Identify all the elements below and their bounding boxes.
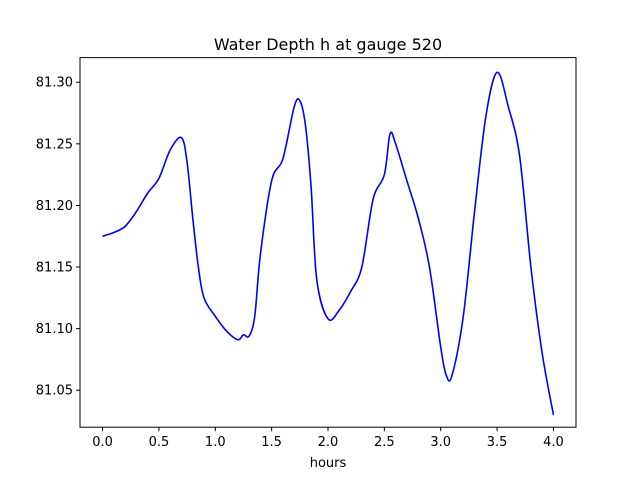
plot-background (80, 57, 576, 428)
x-tick-label: 3.0 (430, 435, 451, 450)
series-layer (102, 71, 555, 416)
chart-title: Water Depth h at gauge 520 (214, 35, 442, 54)
y-tick-label: 81.25 (36, 137, 73, 152)
y-tick-label: 81.10 (36, 322, 73, 337)
y-axis-ticks: 81.05 81.10 81.15 81.20 81.25 81.30 (36, 76, 80, 399)
x-tick-label: 4.0 (543, 435, 564, 450)
x-axis-label: hours (310, 456, 347, 471)
x-tick-label: 1.0 (205, 435, 226, 450)
x-tick-label: 0.0 (92, 435, 113, 450)
y-tick-label: 81.05 (36, 384, 73, 399)
y-tick-label: 81.20 (36, 199, 73, 214)
x-tick-label: 1.5 (261, 435, 282, 450)
series-line-0 (102, 71, 555, 416)
x-axis-ticks: 0.0 0.5 1.0 1.5 2.0 2.5 3.0 3.5 4.0 (92, 427, 564, 450)
y-tick-label: 81.15 (36, 261, 73, 276)
x-tick-label: 3.5 (487, 435, 508, 450)
x-tick-label: 2.0 (318, 435, 339, 450)
x-tick-label: 0.5 (149, 435, 170, 450)
y-tick-label: 81.30 (36, 76, 73, 91)
x-tick-label: 2.5 (374, 435, 395, 450)
